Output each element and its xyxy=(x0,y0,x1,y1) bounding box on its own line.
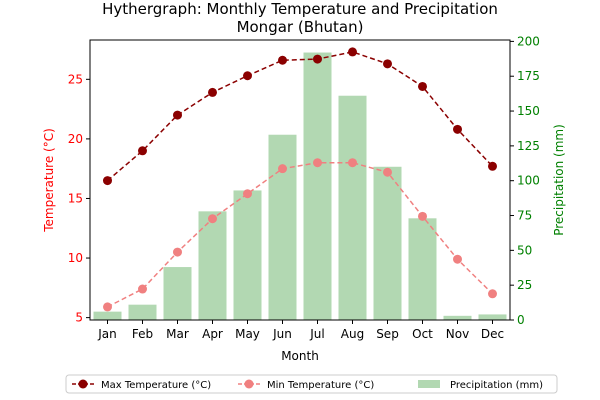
precipitation-bar xyxy=(408,218,437,320)
min-temperature-point xyxy=(488,289,497,299)
precipitation-bar xyxy=(338,95,367,320)
left-y-tick-label: 15 xyxy=(68,191,83,205)
max-temperature-point xyxy=(488,161,497,171)
precipitation-bar xyxy=(373,166,402,320)
precipitation-bar xyxy=(443,315,472,320)
max-temperature-point xyxy=(453,124,462,134)
legend-min-label: Min Temperature (°C) xyxy=(267,380,374,391)
x-axis-label: Month xyxy=(281,349,319,363)
right-y-tick-label: 50 xyxy=(517,243,532,257)
legend-frame xyxy=(65,374,558,394)
left-y-tick-label: 20 xyxy=(68,132,83,146)
plot-frame xyxy=(89,39,511,321)
max-temperature-point xyxy=(243,71,252,81)
x-tick-label: Jun xyxy=(272,327,292,341)
x-tick-label: Dec xyxy=(481,327,504,341)
min-temperature-point xyxy=(348,158,357,168)
x-tick-label: Apr xyxy=(202,327,223,341)
left-y-axis: 5 10 15 20 25 xyxy=(68,72,90,325)
max-temperature-point xyxy=(208,87,217,97)
min-temperature-point xyxy=(278,164,287,174)
min-temperature-point xyxy=(313,158,322,168)
min-temperature-point xyxy=(103,302,112,312)
right-y-tick-label: 150 xyxy=(517,104,540,118)
right-y-tick-label: 0 xyxy=(517,313,525,327)
x-tick-label: May xyxy=(235,327,260,341)
x-tick-label: Jul xyxy=(309,327,324,341)
precipitation-bar xyxy=(198,211,227,320)
right-y-tick-label: 125 xyxy=(517,139,540,153)
x-tick-label: Nov xyxy=(446,327,469,341)
x-tick-label: Aug xyxy=(341,327,364,341)
right-y-tick-label: 75 xyxy=(517,209,532,223)
chart-subtitle: Mongar (Bhutan) xyxy=(237,18,364,36)
min-temperature-point xyxy=(418,211,427,221)
legend-precip-swatch-icon xyxy=(418,380,440,388)
x-tick-label: Feb xyxy=(132,327,153,341)
right-y-tick-label: 200 xyxy=(517,34,540,48)
max-temperature-line xyxy=(107,51,494,182)
max-temperature-point xyxy=(418,81,427,91)
legend: Max Temperature (°C) Min Temperature (°C… xyxy=(65,374,558,394)
precipitation-bar xyxy=(163,267,192,320)
legend-max-marker-icon xyxy=(78,379,88,389)
min-temperature-line xyxy=(107,161,494,308)
legend-min-marker-icon xyxy=(244,379,254,389)
precipitation-bar xyxy=(93,311,122,320)
x-axis: Jan Feb Mar Apr May Jun Jul Aug Sep Oct Nov Dec xyxy=(97,320,504,341)
x-tick-label: Oct xyxy=(412,327,433,341)
min-temperature-point xyxy=(383,167,392,177)
right-y-tick-label: 25 xyxy=(517,278,532,292)
max-temperature-point xyxy=(173,110,182,120)
precipitation-bar xyxy=(128,304,157,320)
right-y-axis-label: Precipitation (mm) xyxy=(552,124,566,236)
min-temperature-point xyxy=(208,214,217,224)
legend-max-label: Max Temperature (°C) xyxy=(101,380,211,391)
x-tick-label: Jan xyxy=(97,327,117,341)
precipitation-bar xyxy=(268,134,297,320)
max-temperature-point xyxy=(138,146,147,156)
precipitation-bars xyxy=(93,52,507,320)
min-temperature-point xyxy=(243,189,252,199)
precipitation-bar xyxy=(233,190,262,320)
left-y-tick-label: 10 xyxy=(68,251,83,265)
precipitation-bar xyxy=(303,52,332,320)
max-temperature-point xyxy=(383,59,392,69)
left-y-tick-label: 5 xyxy=(75,311,83,325)
x-tick-label: Sep xyxy=(376,327,399,341)
chart-title: Hythergraph: Monthly Temperature and Pre… xyxy=(102,0,498,18)
right-y-axis: 0 25 50 75 100 125 150 175 200 xyxy=(510,34,540,327)
max-temperature-point xyxy=(313,54,322,64)
x-tick-label: Mar xyxy=(166,327,189,341)
precipitation-bar xyxy=(478,314,507,320)
right-y-tick-label: 100 xyxy=(517,174,540,188)
right-y-tick-label: 175 xyxy=(517,69,540,83)
left-y-axis-label: Temperature (°C) xyxy=(42,128,56,233)
temperature-lines xyxy=(103,47,497,312)
min-temperature-point xyxy=(138,284,147,294)
min-temperature-point xyxy=(453,254,462,264)
max-temperature-point xyxy=(348,47,357,57)
max-temperature-point xyxy=(103,176,112,186)
min-temperature-point xyxy=(173,247,182,257)
left-y-tick-label: 25 xyxy=(68,72,83,86)
max-temperature-point xyxy=(278,55,287,65)
legend-precip-label: Precipitation (mm) xyxy=(450,380,543,391)
